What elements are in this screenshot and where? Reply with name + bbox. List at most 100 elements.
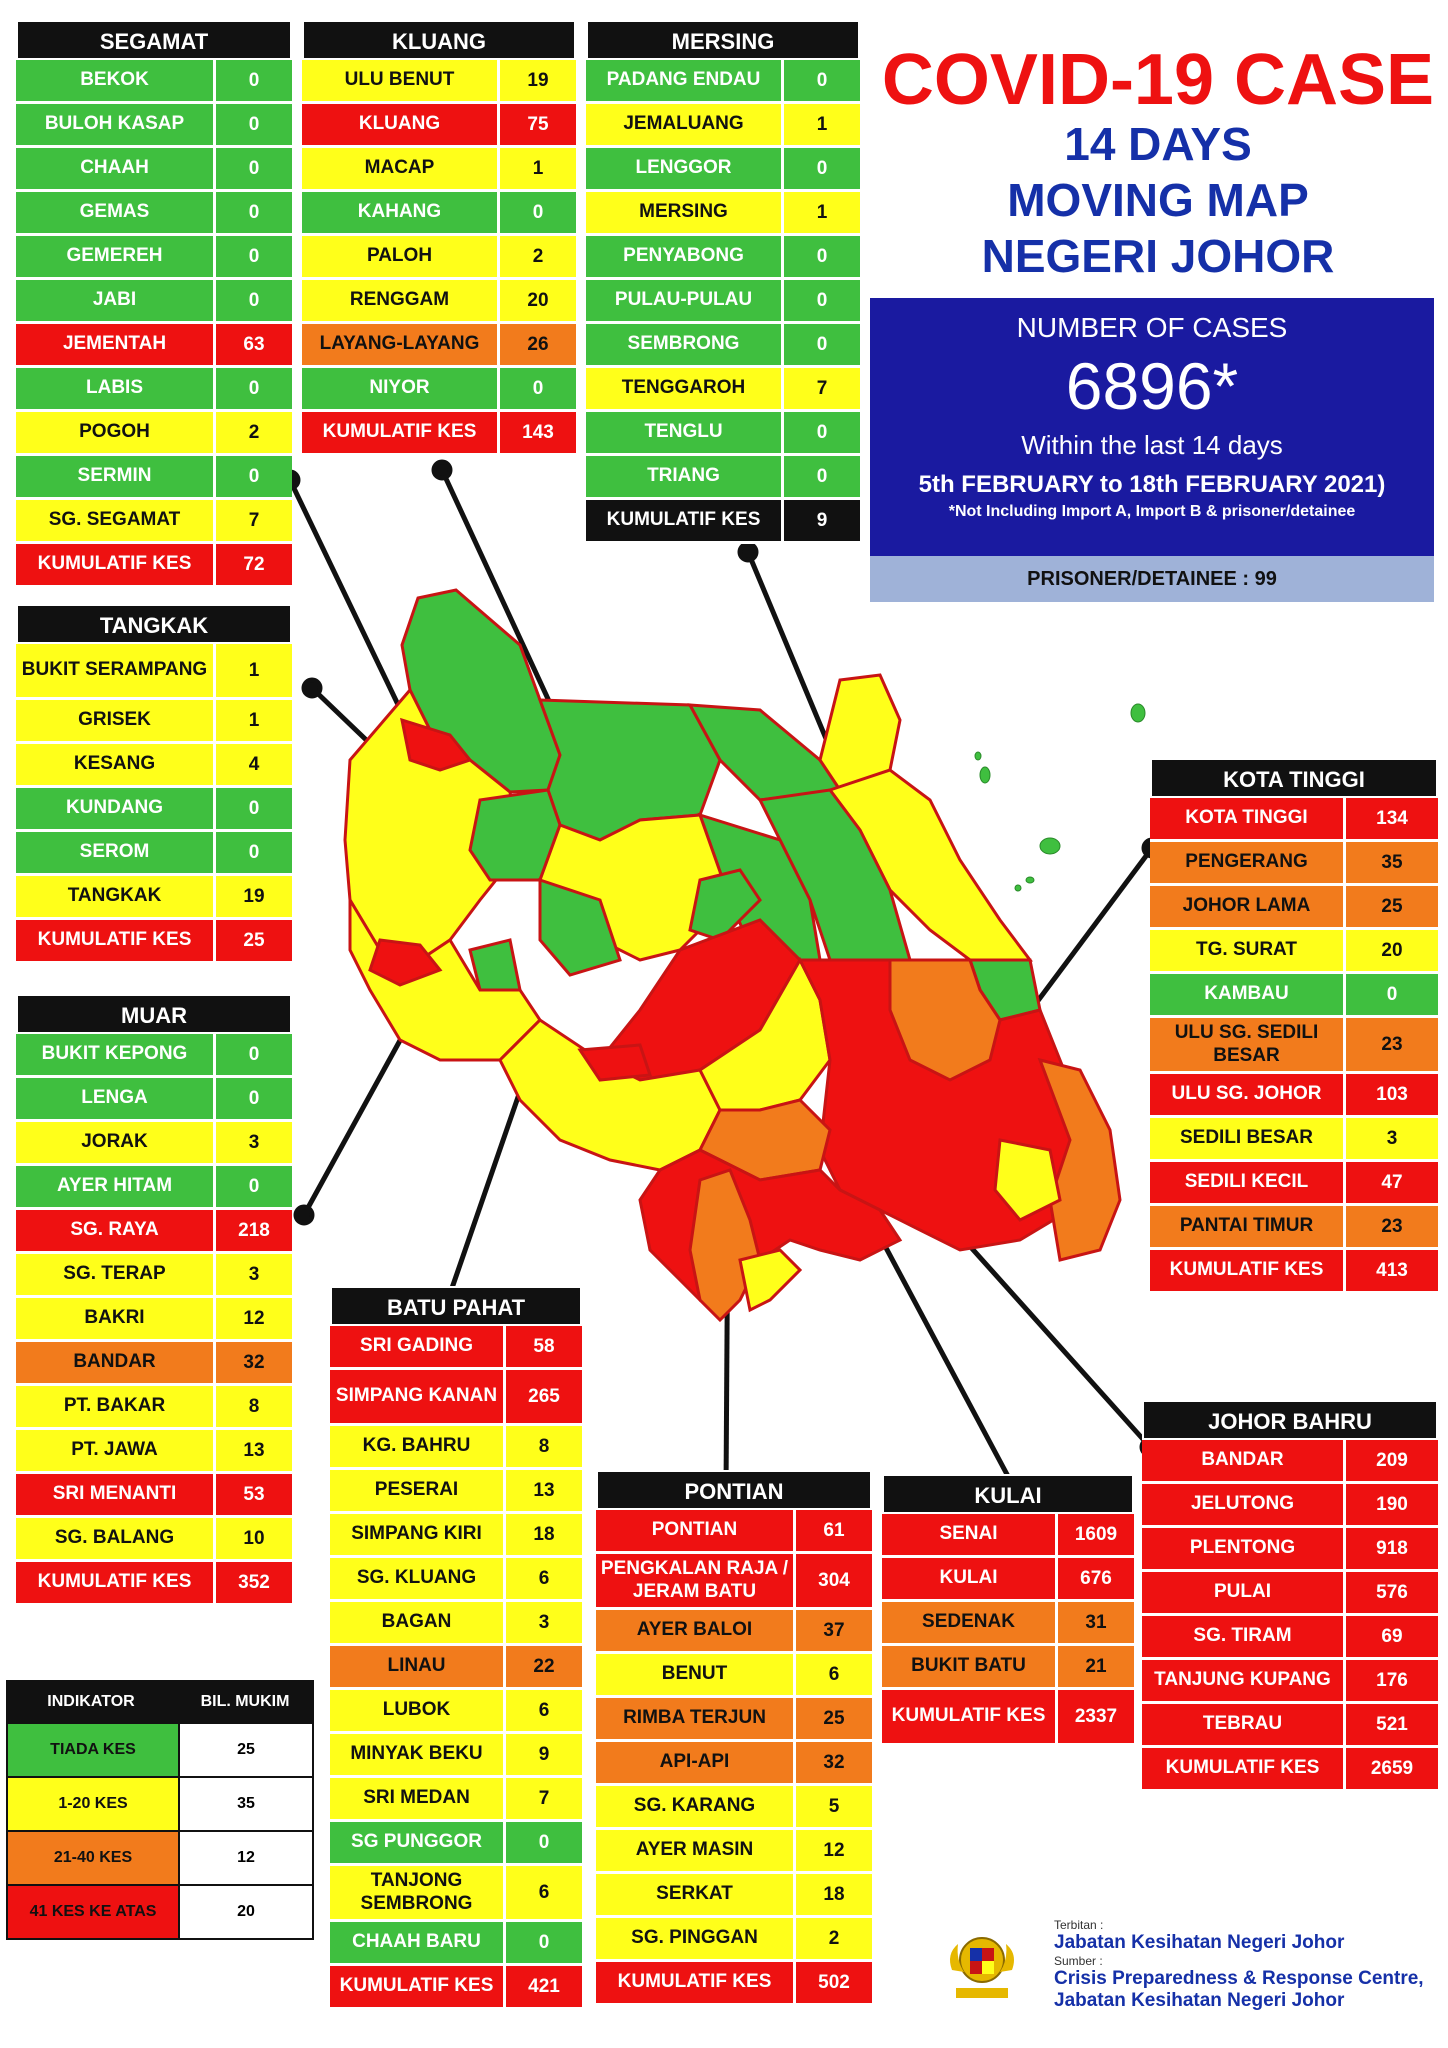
- mukim-name: SRI GADING: [330, 1326, 506, 1367]
- mukim-name: PANTAI TIMUR: [1150, 1206, 1346, 1247]
- mukim-row: PULAU-PULAU 0: [586, 280, 860, 324]
- mukim-name: SIMPANG KANAN: [330, 1370, 506, 1423]
- case-count: 918: [1376, 1537, 1408, 1559]
- case-count: 0: [248, 113, 260, 135]
- mukim-row: BAKRI 12: [16, 1298, 292, 1342]
- region-kahang: [697, 812, 822, 972]
- mukim-row: PT. JAWA 13: [16, 1430, 292, 1474]
- case-count: 25: [1381, 895, 1403, 917]
- district-kulai: KULAI SENAI 1609 KULAI 676 SEDENAK 31 BUKIT BAT…: [882, 1474, 1134, 1746]
- district-header: JOHOR BAHRU: [1142, 1400, 1438, 1440]
- cases-summary-box: NUMBER OF CASES 6896* Within the last 14…: [870, 298, 1434, 556]
- legend: INDIKATOR BIL. MUKIM TIADA KES 25 1-20 KES…: [6, 1680, 314, 1940]
- case-count: 21: [1085, 1655, 1107, 1677]
- mukim-name: SERKAT: [596, 1874, 796, 1915]
- mukim-row: AYER MASIN 12: [596, 1830, 872, 1874]
- case-count: 69: [1381, 1625, 1403, 1647]
- case-count: 2659: [1370, 1757, 1414, 1779]
- region-ulu-sedili: [888, 958, 1002, 1082]
- mukim-name: KOTA TINGGI: [1150, 798, 1346, 839]
- mukim-row: SG. KARANG 5: [596, 1786, 872, 1830]
- mukim-row: BEKOK 0: [16, 60, 292, 104]
- mukim-row: SG PUNGGOR 0: [330, 1822, 582, 1866]
- mukim-name: CHAAH BARU: [330, 1922, 506, 1963]
- mukim-name: SEDILI BESAR: [1150, 1118, 1346, 1159]
- mukim-row: SRI MEDAN 7: [330, 1778, 582, 1822]
- district-header: MUAR: [16, 994, 292, 1034]
- case-count: 0: [248, 201, 260, 223]
- case-count: 0: [816, 333, 828, 355]
- period-text: Within the last 14 days: [1021, 430, 1283, 460]
- case-count: 2: [248, 421, 260, 443]
- mukim-row: MACAP 1: [302, 148, 576, 192]
- mukim-row: CHAAH BARU 0: [330, 1922, 582, 1966]
- mukim-name: LAYANG-LAYANG: [302, 324, 500, 365]
- mukim-name: JEMENTAH: [16, 324, 216, 365]
- case-count: 9: [538, 1743, 550, 1765]
- case-count: 8: [248, 1395, 260, 1417]
- mukim-name: KUMULATIF KES: [882, 1690, 1058, 1743]
- case-count: 1: [248, 659, 260, 681]
- case-count: 18: [533, 1523, 555, 1545]
- mukim-row: PONTIAN 61: [596, 1510, 872, 1554]
- mukim-name: AYER MASIN: [596, 1830, 796, 1871]
- region-sedenak: [697, 1098, 832, 1182]
- region-pantai-timur: [1037, 1057, 1122, 1262]
- case-count: 2: [532, 245, 544, 267]
- case-count: 0: [816, 69, 828, 91]
- mukim-row: PALOH 2: [302, 236, 576, 280]
- mukim-name: BUKIT KEPONG: [16, 1034, 216, 1075]
- subtitle: 14 DAYS MOVING MAP NEGERI JOHOR: [878, 116, 1438, 284]
- mukim-row: SIMPANG KIRI 18: [330, 1514, 582, 1558]
- region-kambau: [967, 958, 1042, 1022]
- mukim-name: JORAK: [16, 1122, 216, 1163]
- mukim-row: TANJONG SEMBRONG 6: [330, 1866, 582, 1922]
- mukim-name: AYER HITAM: [16, 1166, 216, 1207]
- district-header: TANGKAK: [16, 604, 292, 644]
- mukim-row: MERSING 1: [586, 192, 860, 236]
- case-count: 6: [538, 1881, 550, 1903]
- mukim-name: SG. RAYA: [16, 1210, 216, 1251]
- mukim-row: RIMBA TERJUN 25: [596, 1698, 872, 1742]
- district-muar: MUAR BUKIT KEPONG 0 LENGA 0 JORAK 3 AYER HITAM 0…: [16, 994, 292, 1606]
- cumulative-row: KUMULATIF KES 502: [596, 1962, 872, 2006]
- source-line-2: Jabatan Kesihatan Negeri Johor: [1054, 1990, 1345, 2011]
- mukim-row: PANTAI TIMUR 23: [1150, 1206, 1438, 1250]
- mukim-name: KUNDANG: [16, 788, 216, 829]
- mukim-row: SEDILI KECIL 47: [1150, 1162, 1438, 1206]
- mukim-name: PT. BAKAR: [16, 1386, 216, 1427]
- case-count: 0: [248, 69, 260, 91]
- case-count: 31: [1085, 1611, 1107, 1633]
- mukim-row: SERKAT 18: [596, 1874, 872, 1918]
- mukim-row: PT. BAKAR 8: [16, 1386, 292, 1430]
- islands: [974, 703, 1146, 892]
- mukim-row: SG. PINGGAN 2: [596, 1918, 872, 1962]
- case-count: 0: [816, 245, 828, 267]
- mukim-row: GEMEREH 0: [16, 236, 292, 280]
- legend-count: 20: [178, 1886, 314, 1938]
- legend-header: INDIKATOR BIL. MUKIM: [6, 1680, 314, 1724]
- legend-indicator: 1-20 KES: [6, 1778, 178, 1830]
- mukim-row: ULU SG. JOHOR 103: [1150, 1074, 1438, 1118]
- legend-row: 1-20 KES 35: [6, 1778, 314, 1832]
- mukim-row: SEMBRONG 0: [586, 324, 860, 368]
- mukim-row: ULU BENUT 19: [302, 60, 576, 104]
- cumulative-row: KUMULATIF KES 421: [330, 1966, 582, 2010]
- district-header: SEGAMAT: [16, 20, 292, 60]
- mukim-row: PLENTONG 918: [1142, 1528, 1438, 1572]
- mukim-row: SG. TERAP 3: [16, 1254, 292, 1298]
- sumber-label: Sumber :: [1054, 1954, 1103, 1968]
- mukim-name: PULAU-PULAU: [586, 280, 784, 321]
- region-niyor: [688, 868, 762, 942]
- mukim-name: PENYABONG: [586, 236, 784, 277]
- mukim-row: KESANG 4: [16, 744, 292, 788]
- cumulative-row: KUMULATIF KES 72: [16, 544, 292, 588]
- cumulative-row: KUMULATIF KES 413: [1150, 1250, 1438, 1294]
- subtitle-line: MOVING MAP: [1007, 174, 1309, 226]
- source-line-1: Crisis Preparedness & Response Centre,: [1054, 1968, 1424, 1989]
- case-count: 18: [823, 1883, 845, 1905]
- region-sg-raya: [368, 938, 443, 987]
- mukim-row: POGOH 2: [16, 412, 292, 456]
- mukim-name: KUMULATIF KES: [596, 1962, 796, 2003]
- mukim-row: LABIS 0: [16, 368, 292, 412]
